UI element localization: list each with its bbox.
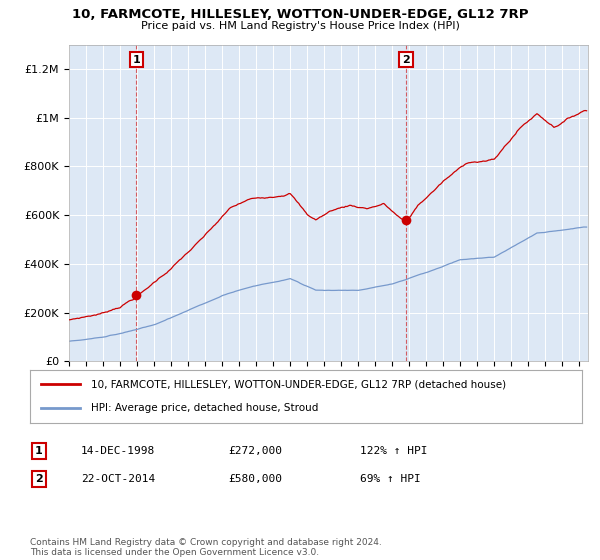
Text: 10, FARMCOTE, HILLESLEY, WOTTON-UNDER-EDGE, GL12 7RP: 10, FARMCOTE, HILLESLEY, WOTTON-UNDER-ED… — [72, 8, 528, 21]
Text: Price paid vs. HM Land Registry's House Price Index (HPI): Price paid vs. HM Land Registry's House … — [140, 21, 460, 31]
Text: Contains HM Land Registry data © Crown copyright and database right 2024.
This d: Contains HM Land Registry data © Crown c… — [30, 538, 382, 557]
Text: 22-OCT-2014: 22-OCT-2014 — [81, 474, 155, 484]
Text: 2: 2 — [35, 474, 43, 484]
Text: 2: 2 — [402, 54, 410, 64]
Text: 10, FARMCOTE, HILLESLEY, WOTTON-UNDER-EDGE, GL12 7RP (detached house): 10, FARMCOTE, HILLESLEY, WOTTON-UNDER-ED… — [91, 380, 506, 390]
Text: 122% ↑ HPI: 122% ↑ HPI — [360, 446, 427, 456]
Text: 69% ↑ HPI: 69% ↑ HPI — [360, 474, 421, 484]
Text: £272,000: £272,000 — [228, 446, 282, 456]
Text: HPI: Average price, detached house, Stroud: HPI: Average price, detached house, Stro… — [91, 403, 318, 413]
Text: 14-DEC-1998: 14-DEC-1998 — [81, 446, 155, 456]
Text: £580,000: £580,000 — [228, 474, 282, 484]
Text: 1: 1 — [133, 54, 140, 64]
Text: 1: 1 — [35, 446, 43, 456]
